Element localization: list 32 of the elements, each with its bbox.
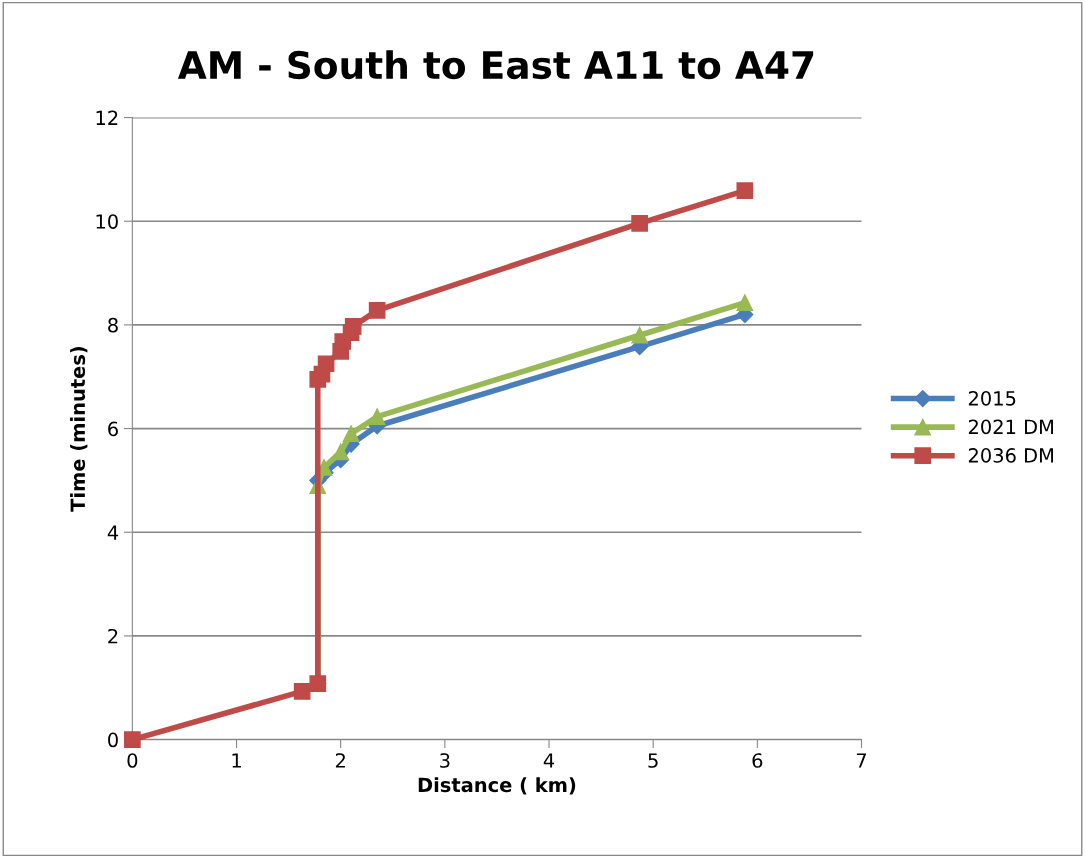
x-tick-label: 0 bbox=[127, 753, 138, 768]
point bbox=[124, 731, 141, 748]
x-tick-label: 2 bbox=[335, 753, 345, 768]
point bbox=[368, 302, 386, 319]
legend-label: 2036 DM bbox=[968, 448, 1053, 463]
y-tick-label: 8 bbox=[108, 317, 118, 333]
point bbox=[736, 294, 754, 311]
point bbox=[736, 182, 754, 199]
point bbox=[631, 214, 648, 232]
point bbox=[317, 355, 335, 373]
point bbox=[342, 425, 360, 443]
y-tick-label: 0 bbox=[108, 732, 118, 748]
point bbox=[631, 326, 648, 344]
point bbox=[344, 318, 362, 335]
y-tick-label: 6 bbox=[108, 421, 118, 437]
legend-label: 2015 bbox=[968, 390, 1016, 406]
x-tick-label: 6 bbox=[752, 753, 763, 768]
point bbox=[293, 683, 311, 700]
point bbox=[368, 408, 386, 425]
y-tick-label: 4 bbox=[107, 525, 119, 540]
x-tick-label: 1 bbox=[232, 753, 241, 768]
x-tick-label: 5 bbox=[648, 753, 658, 768]
x-tick-label: 4 bbox=[543, 753, 555, 768]
chart-title: AM - South to East A11 to A47 bbox=[177, 50, 814, 80]
y-tick-label: 10 bbox=[96, 214, 118, 229]
y-axis-title: Time (minutes) bbox=[70, 346, 88, 512]
legend-label: 2021 DM bbox=[968, 419, 1053, 435]
x-tick-label: 3 bbox=[440, 753, 450, 768]
y-tick-label: 2 bbox=[108, 628, 118, 644]
x-tick-label: 7 bbox=[856, 753, 867, 768]
y-tick-label: 12 bbox=[96, 110, 118, 125]
x-axis-title: Distance ( km) bbox=[418, 777, 576, 795]
